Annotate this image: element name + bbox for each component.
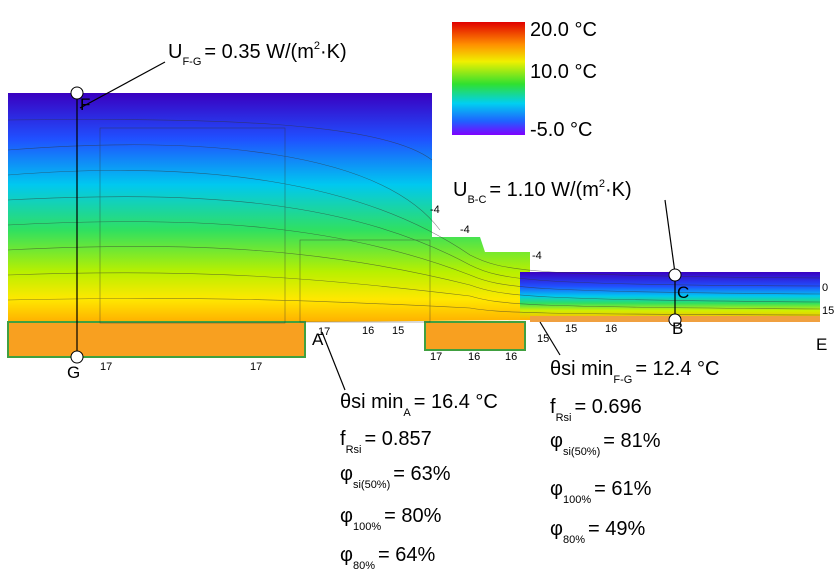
isotherm-label: 16 [468, 351, 480, 363]
isotherm-label: 16 [362, 325, 374, 337]
result-symbol: φ [340, 463, 353, 485]
result-symbol: θsi min [340, 391, 403, 413]
result-subscript: Rsi [556, 412, 572, 424]
result-symbol: φ [340, 505, 353, 527]
result-line: φsi(50%)= 81% [550, 430, 661, 458]
result-line: θsi minF-G= 12.4 °C [550, 358, 719, 386]
point-label: B [672, 319, 683, 338]
isotherm-label: 17 [318, 326, 330, 338]
result-line: fRsi= 0.857 [340, 428, 432, 456]
result-value: = 81% [603, 430, 660, 452]
result-line: fRsi= 0.696 [550, 396, 642, 424]
point-label: E [816, 335, 827, 354]
result-value: = 80% [384, 505, 441, 527]
isotherm-label: -4 [532, 250, 542, 262]
result-subscript: Rsi [346, 444, 362, 456]
slab-section [520, 272, 820, 320]
isotherm-label: 17 [430, 351, 442, 363]
u-suffix: ·K) [320, 41, 347, 63]
result-line: θsi minA= 16.4 °C [340, 391, 498, 419]
point-label: G [67, 363, 80, 382]
result-symbol: φ [550, 430, 563, 452]
u-suffix: ·K) [605, 179, 632, 201]
result-subscript: 80% [563, 534, 585, 546]
result-symbol: θsi min [550, 358, 613, 380]
u-value: UB-C= 1.10 W/(m2·K) [453, 178, 632, 206]
isotherm-label: 17 [250, 361, 262, 373]
point-label: C [677, 283, 689, 302]
u-subscript: F-G [182, 56, 201, 68]
isotherm-label: -4 [460, 224, 470, 236]
u-value: UF-G= 0.35 W/(m2·K) [168, 40, 347, 68]
legend-label: -5.0 °C [530, 119, 592, 141]
result-subscript: A [403, 407, 411, 419]
sill-layer [425, 322, 525, 350]
thermal-figure: 20.0 °C 10.0 °C -5.0 °C UF-G= 0.35 W/(m2·K)… [0, 0, 836, 576]
legend-label: 20.0 °C [530, 19, 597, 41]
isotherm-label: -4 [430, 204, 440, 216]
result-line: φ80%= 49% [550, 518, 645, 546]
u-subscript: B-C [467, 194, 486, 206]
result-line: φ100%= 61% [550, 478, 652, 506]
result-subscript: 80% [353, 560, 375, 572]
point-label: F [80, 95, 90, 114]
result-line: φ100%= 80% [340, 505, 442, 533]
isotherm-label: 15 [822, 305, 834, 317]
u-symbol: U [453, 179, 467, 201]
temperature-field [8, 93, 820, 357]
result-subscript: 100% [353, 521, 381, 533]
isotherm-label: 17 [100, 361, 112, 373]
result-symbol: φ [340, 544, 353, 566]
isotherm-label: 16 [605, 323, 617, 335]
result-symbol: φ [550, 518, 563, 540]
u-text: = 1.10 W/(m [489, 179, 598, 201]
result-value: = 61% [594, 478, 651, 500]
result-value: = 12.4 °C [635, 358, 719, 380]
result-subscript: si(50%) [353, 479, 390, 491]
u-text: = 0.35 W/(m [204, 41, 313, 63]
result-value: = 49% [588, 518, 645, 540]
isotherm-label: 0 [822, 282, 828, 294]
wall-section [8, 93, 530, 322]
result-value: = 63% [393, 463, 450, 485]
result-subscript: si(50%) [563, 446, 600, 458]
result-subscript: F-G [613, 374, 632, 386]
isotherm-label: 15 [537, 333, 549, 345]
result-symbol: φ [550, 478, 563, 500]
isotherm-label: 15 [392, 325, 404, 337]
u-symbol: U [168, 41, 182, 63]
isotherm-label: 16 [505, 351, 517, 363]
legend-label: 10.0 °C [530, 61, 597, 83]
result-subscript: 100% [563, 494, 591, 506]
color-legend [452, 22, 525, 135]
result-value: = 16.4 °C [414, 391, 498, 413]
result-line: φ80%= 64% [340, 544, 435, 572]
result-value: = 64% [378, 544, 435, 566]
isotherm-label: 15 [565, 323, 577, 335]
result-value: = 0.696 [574, 396, 641, 418]
floor-layer [8, 322, 305, 357]
result-line: φsi(50%)= 63% [340, 463, 451, 491]
result-value: = 0.857 [364, 428, 431, 450]
